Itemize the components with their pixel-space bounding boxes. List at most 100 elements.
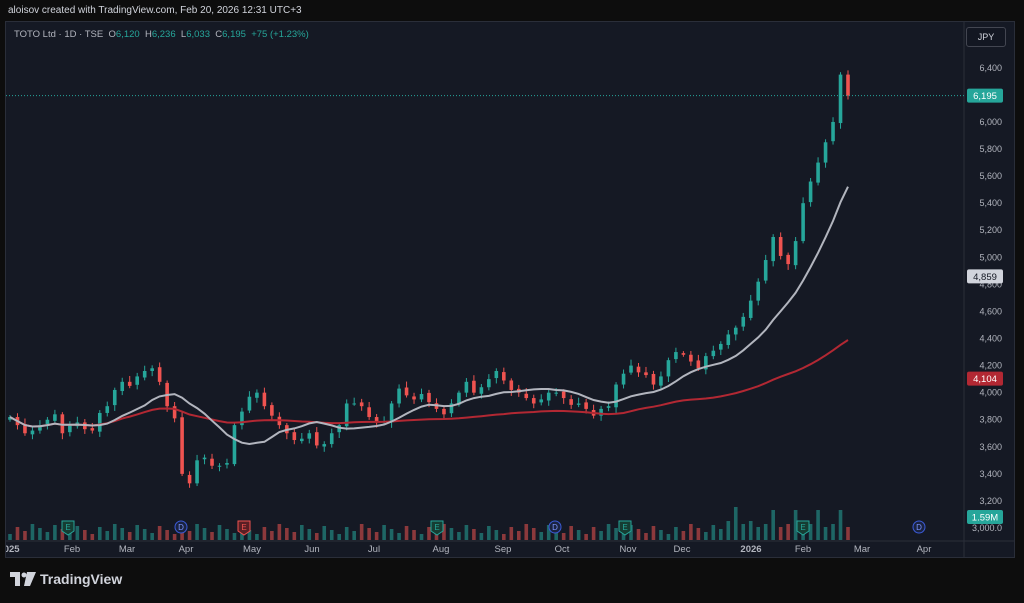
candle-body — [23, 424, 27, 434]
candle-body — [666, 360, 671, 377]
candle-body — [569, 399, 573, 405]
candle-body — [756, 281, 761, 301]
candle-body — [270, 405, 274, 416]
candle-body — [689, 354, 693, 362]
volume-bar — [748, 521, 753, 540]
dividend-marker: D — [912, 520, 926, 534]
candle-body — [614, 384, 618, 408]
x-tick-label: 2025 — [6, 544, 20, 555]
volume-bar — [337, 534, 342, 540]
dividend-marker: D — [548, 520, 562, 534]
x-tick-label: Jun — [304, 544, 319, 555]
volume-bar — [352, 531, 356, 540]
volume-bar — [614, 528, 618, 540]
candle-body — [457, 392, 461, 405]
chart-area[interactable]: 3,000.0 3,200 3,400 3,600 3,800 4,000 4,200 4,4… — [5, 21, 1015, 558]
event-marker-label: D — [916, 523, 922, 532]
y-tick-label: 5,400 — [979, 198, 1002, 208]
earnings-marker: E — [237, 520, 251, 536]
volume-bar — [644, 533, 648, 540]
volume-bar — [419, 534, 424, 540]
volume-bar — [606, 524, 611, 540]
chart-credit: aloisov created with TradingView.com, Fe… — [8, 5, 302, 16]
x-tick-label: Feb — [795, 544, 811, 555]
candle-body — [651, 373, 656, 385]
volume-bar — [666, 534, 671, 540]
volume-bar — [322, 526, 327, 540]
candle-body — [823, 142, 828, 163]
earnings-marker-shape — [618, 520, 632, 536]
currency-button[interactable]: JPY — [966, 27, 1006, 47]
volume-bar — [771, 510, 775, 540]
candle-body — [449, 403, 454, 414]
volume-bar — [120, 528, 125, 540]
volume-bar — [674, 527, 678, 540]
low-label: L — [180, 29, 187, 40]
x-tick-label: Oct — [555, 544, 570, 555]
candle-body — [659, 376, 663, 386]
candle-body — [531, 398, 536, 404]
x-tick-label: Feb — [64, 544, 80, 555]
change-value: +75 (+1.23%) — [251, 29, 309, 40]
candle-body — [202, 457, 207, 460]
candle-body — [142, 371, 147, 378]
candle-body — [53, 414, 57, 421]
close-value: 6,195 — [222, 29, 246, 40]
candle-body — [359, 402, 364, 407]
volume-bar — [300, 525, 304, 540]
tradingview-logo-icon — [10, 572, 36, 586]
candle-body — [584, 402, 588, 409]
x-tick-label: Apr — [917, 544, 932, 555]
volume-bar — [97, 527, 102, 540]
earnings-marker: E — [61, 520, 75, 536]
price-tag-label: 1.59M — [972, 513, 998, 524]
y-tick-label: 4,000 — [979, 388, 1002, 398]
x-tick-label: May — [243, 544, 261, 555]
volume-bar — [285, 528, 289, 540]
dividend-marker-shape — [912, 520, 926, 534]
x-tick-label: Aug — [433, 544, 450, 555]
candle-body — [696, 360, 701, 369]
volume-bar — [741, 524, 746, 540]
candle-body — [344, 403, 349, 427]
volume-bar — [187, 531, 192, 540]
candle-body — [763, 260, 768, 281]
volume-bar — [262, 527, 267, 540]
y-tick-label: 5,000 — [979, 252, 1002, 262]
candle-body — [367, 407, 371, 418]
volume-bar — [554, 529, 558, 540]
x-tick-label: Jul — [368, 544, 380, 555]
candle-body — [599, 408, 603, 416]
close-label: C — [215, 29, 223, 40]
y-tick-label: 5,600 — [979, 171, 1002, 181]
volume-bar — [561, 533, 566, 540]
dividend-marker-shape — [174, 520, 188, 534]
volume-bar — [704, 532, 708, 540]
volume-bar — [344, 527, 349, 540]
volume-bar — [502, 534, 506, 540]
y-tick-label: 6,400 — [979, 63, 1002, 73]
volume-bar — [696, 528, 701, 540]
candle-body — [479, 387, 484, 394]
candle-body — [217, 465, 222, 467]
candle-body — [442, 408, 446, 415]
volume-bar — [180, 527, 184, 540]
candle-body — [120, 381, 125, 392]
candle-body — [494, 371, 499, 379]
volume-bar — [329, 530, 334, 540]
volume-bar — [442, 524, 446, 540]
candle-body — [397, 388, 401, 404]
volume-bar — [404, 526, 409, 540]
volume-bar — [374, 532, 379, 540]
price-tag — [967, 269, 1003, 284]
candle-body — [195, 460, 199, 484]
volume-bar — [165, 530, 169, 540]
candle-body — [674, 352, 678, 360]
price-chart[interactable]: 3,000.0 3,200 3,400 3,600 3,800 4,000 4,200 4,4… — [6, 22, 1014, 557]
candle-body — [778, 237, 783, 256]
y-tick-label: 4,400 — [979, 334, 1002, 344]
candle-body — [509, 380, 514, 390]
volume-bar — [150, 533, 154, 540]
candle-body — [704, 356, 708, 370]
